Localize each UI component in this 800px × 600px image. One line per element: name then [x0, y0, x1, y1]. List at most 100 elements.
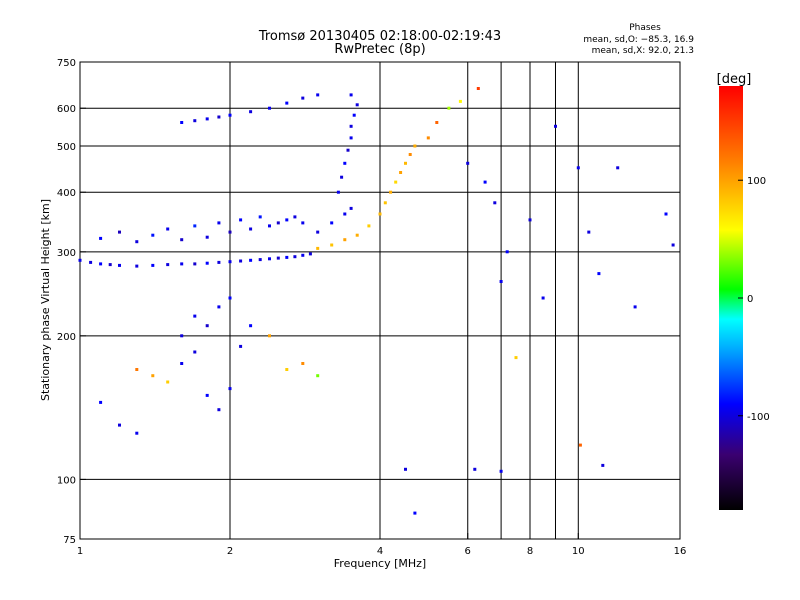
- echo-point: [89, 260, 93, 264]
- echo-point: [135, 240, 139, 244]
- echo-point: [258, 215, 262, 219]
- echo-point: [249, 227, 253, 231]
- x-tick-label: 6: [465, 546, 471, 557]
- echo-point: [268, 257, 271, 261]
- echo-point: [349, 93, 353, 97]
- echo-point: [576, 166, 580, 170]
- echo-point: [205, 117, 209, 121]
- echo-point: [413, 511, 417, 515]
- echo-point: [343, 238, 347, 242]
- echo-point: [340, 175, 344, 179]
- echo-point: [217, 408, 221, 412]
- echo-point: [268, 224, 271, 228]
- echo-point: [180, 262, 184, 266]
- echo-point: [78, 258, 82, 262]
- echo-point: [473, 467, 477, 471]
- echo-point: [151, 263, 155, 267]
- echo-point: [193, 262, 197, 266]
- colorbar: [deg] 100 0 -100: [717, 72, 770, 510]
- echo-point: [205, 324, 209, 328]
- echo-point: [554, 124, 557, 128]
- chart-title: Tromsø 20130405 02:18:00-02:19:43: [258, 29, 501, 44]
- plot-area: 1 2 4 6 8 10 16 75 100 200 300 400 500 600 750: [57, 58, 686, 557]
- echo-point: [268, 106, 271, 110]
- echo-point: [499, 469, 503, 473]
- echo-point: [180, 334, 184, 338]
- echo-point: [193, 119, 197, 123]
- echo-point: [394, 180, 398, 184]
- echo-point: [383, 201, 387, 205]
- echo-point: [118, 230, 121, 234]
- y-tick-label: 500: [57, 142, 76, 153]
- x-tick-label: 16: [674, 546, 687, 557]
- echo-point: [217, 305, 221, 309]
- y-tick-label: 100: [57, 475, 76, 486]
- echo-point: [399, 171, 403, 174]
- echo-point: [458, 99, 462, 103]
- echo-point: [180, 362, 184, 365]
- echo-point: [505, 250, 509, 254]
- echo-point: [447, 106, 451, 110]
- echo-point: [378, 212, 382, 216]
- phase-info-label: Phases: [629, 23, 661, 33]
- echo-point: [483, 180, 487, 184]
- echo-point: [426, 136, 430, 140]
- y-axis-label: Stationary phase Virtual Height [km]: [39, 199, 52, 401]
- echo-point: [316, 246, 320, 250]
- echo-point: [499, 280, 503, 283]
- echo-point: [239, 344, 243, 348]
- echo-point: [217, 260, 221, 264]
- echo-point: [166, 380, 170, 384]
- gridlines: [80, 62, 680, 539]
- echo-point: [528, 218, 532, 222]
- echo-point: [118, 423, 121, 427]
- echo-point: [239, 259, 243, 263]
- echo-point: [355, 233, 359, 237]
- echo-point: [258, 258, 262, 262]
- echo-point: [166, 263, 170, 267]
- echo-point: [355, 103, 359, 107]
- colorbar-label: [deg]: [717, 72, 752, 87]
- echo-point: [228, 230, 232, 234]
- echo-point: [135, 431, 139, 435]
- echo-point: [367, 224, 371, 228]
- echo-point: [108, 263, 112, 267]
- echo-point: [413, 144, 417, 148]
- echo-point: [343, 212, 347, 216]
- echo-point: [151, 233, 155, 237]
- echo-point: [633, 305, 637, 309]
- echo-point: [205, 235, 209, 239]
- x-tick-label: 4: [377, 546, 383, 557]
- echo-point: [193, 224, 197, 228]
- echo-point: [408, 153, 412, 156]
- echo-point: [316, 93, 320, 97]
- echo-point: [276, 221, 280, 225]
- echo-point: [135, 368, 139, 371]
- echo-point: [205, 393, 209, 397]
- echo-point: [151, 374, 155, 378]
- echo-point: [352, 113, 356, 117]
- echo-point: [285, 218, 289, 222]
- data-points: [78, 87, 675, 515]
- echo-point: [249, 258, 253, 262]
- echo-point: [466, 161, 470, 165]
- echo-point: [578, 443, 582, 447]
- echo-point: [308, 252, 312, 256]
- echo-point: [180, 121, 184, 124]
- echo-point: [180, 238, 184, 242]
- echo-point: [217, 221, 221, 225]
- echo-point: [293, 215, 297, 219]
- echo-point: [293, 255, 297, 259]
- echo-point: [404, 467, 407, 471]
- echo-point: [118, 263, 121, 267]
- echo-point: [239, 218, 243, 222]
- echo-point: [301, 362, 305, 365]
- echo-point: [476, 87, 480, 90]
- echo-point: [228, 387, 232, 391]
- echo-point: [301, 253, 305, 257]
- echo-point: [228, 113, 232, 117]
- colorbar-ticks: 100 0 -100: [738, 176, 770, 423]
- echo-point: [664, 212, 668, 216]
- echo-point: [316, 230, 320, 234]
